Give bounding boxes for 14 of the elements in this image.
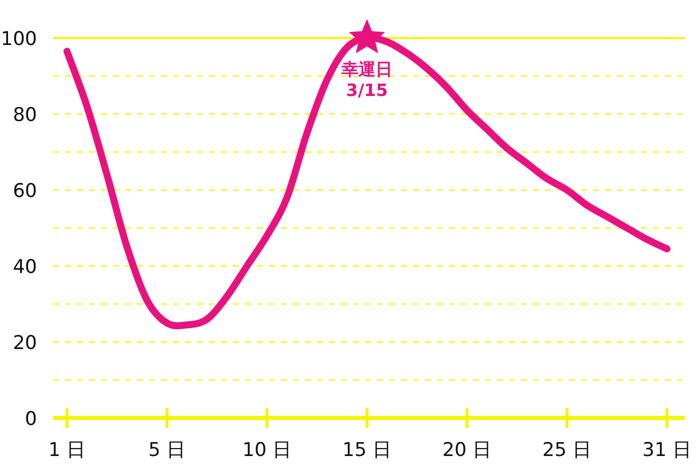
x-tick-label: 1 日: [48, 439, 86, 461]
y-tick-label: 20: [12, 332, 37, 354]
y-tick-label: 80: [12, 104, 37, 126]
y-tick-label: 60: [12, 180, 37, 202]
y-tick-label: 0: [24, 408, 37, 430]
x-tick-label: 25 日: [542, 439, 592, 461]
x-tick-label: 20 日: [442, 439, 492, 461]
x-tick-label: 15 日: [342, 439, 392, 461]
x-tick-label: 10 日: [242, 439, 292, 461]
x-tick-label: 5 日: [148, 439, 186, 461]
y-tick-label: 100: [0, 28, 37, 50]
annotation: 幸運日 3/15: [340, 60, 392, 101]
y-tick-label: 40: [12, 256, 37, 278]
x-tick-label: 31 日: [642, 439, 692, 461]
